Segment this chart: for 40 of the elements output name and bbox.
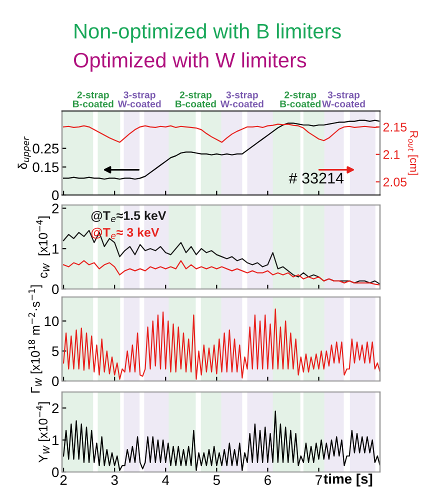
y2-tick-label: 2.1	[383, 150, 400, 159]
x-tick-label: 6	[264, 475, 271, 485]
y-axis-title: δ$_{upper}$	[18, 136, 31, 170]
band-label: 2-strap B-coated	[72, 91, 114, 108]
band-label: 3-strap W-coated	[220, 91, 264, 108]
series-label: @T$_{e}$≈ 3 keV	[91, 228, 160, 239]
y-tick-label: 1	[52, 244, 59, 254]
band-label: 3-strap W-coated	[322, 91, 365, 108]
chart-title: Non-optimized with B limiters	[74, 23, 341, 43]
y2-tick-label: 2.05	[383, 178, 407, 186]
y-tick-label: 0.25	[32, 144, 59, 154]
y-axis-title: c$_{W}$ [x10$^{−4}$]	[36, 216, 50, 278]
y-tick-label: 0	[52, 190, 59, 200]
y-axis-title: Y$_{W}$ [x10$^{−4}$]	[36, 402, 50, 462]
y-tick-label: 0	[52, 376, 59, 386]
x-tick-label: 4	[162, 475, 170, 485]
y2-tick-label: 2.15	[383, 122, 407, 132]
band-label: 3-strap W-coated	[118, 91, 161, 108]
chart-subtitle: Optimized with W limiters	[74, 52, 306, 72]
x-axis-title: time [s]	[324, 474, 372, 487]
y-tick-label: 0.15	[32, 162, 59, 172]
line-series	[62, 260, 380, 286]
x-tick-label: 3	[111, 475, 118, 485]
y-tick-label: 1	[52, 435, 59, 446]
band-label: 2-strap B-coated	[280, 91, 321, 108]
y-tick-label: 2	[52, 204, 59, 214]
series-label: @T$_{e}$≈1.5 keV	[91, 210, 166, 222]
line-series	[62, 230, 380, 285]
y2-axis-title: R$_{out}$ [cm]	[408, 131, 418, 175]
x-tick-label: 7	[316, 475, 322, 485]
y-tick-label: 10	[44, 316, 59, 326]
y-tick-label: 0	[52, 284, 59, 294]
x-tick-label: 2	[60, 475, 67, 485]
y-tick-label: 5	[52, 346, 59, 356]
annotation: # 33214	[288, 172, 344, 184]
text: Γ$_{W}$ [x10$^{18}$ m$^{−2}$·s$^{−1}$]	[28, 285, 42, 393]
band-label: 2-strap B-coated	[176, 91, 216, 108]
x-tick-label: 5	[213, 475, 220, 485]
y-tick-label: 0	[52, 467, 59, 478]
y-tick-label: 2	[52, 403, 59, 414]
